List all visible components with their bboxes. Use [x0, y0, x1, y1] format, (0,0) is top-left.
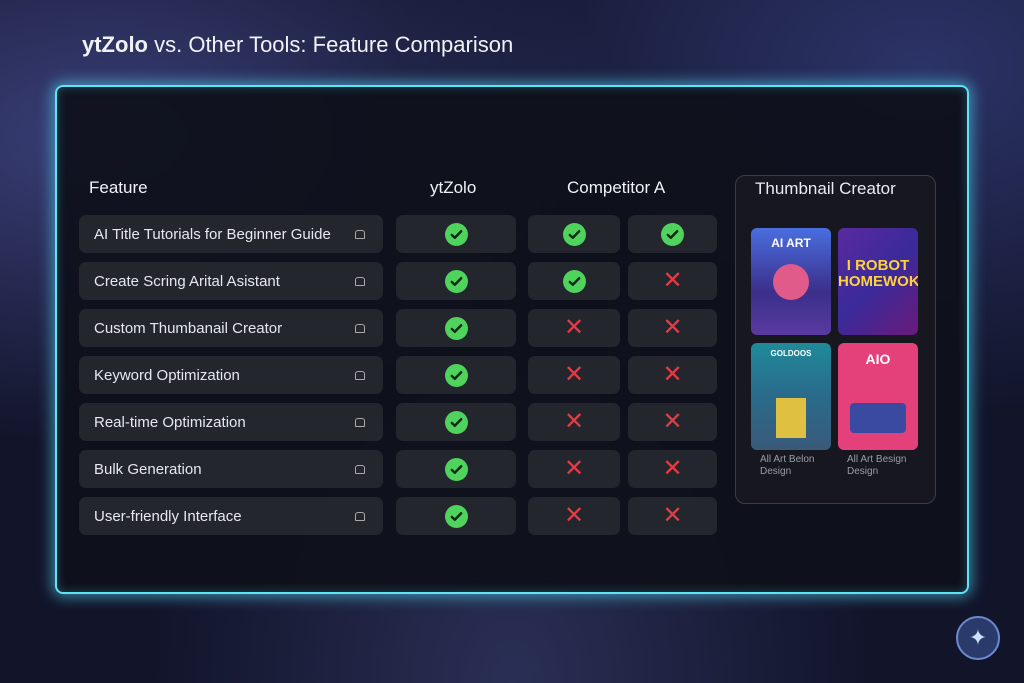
cross-icon: ✕: [563, 408, 585, 435]
check-icon: [444, 222, 468, 246]
check-icon: [444, 410, 468, 434]
info-icon: [355, 229, 365, 239]
check-icon: [444, 363, 468, 387]
check-icon: [444, 316, 468, 340]
feature-label: Bulk Generation: [94, 460, 202, 478]
info-icon: [355, 323, 365, 333]
thumbnail-ai-art[interactable]: AI ART: [751, 228, 831, 335]
competitor-a-cell: ✕: [528, 497, 620, 535]
ytzolo-cell: [396, 215, 516, 253]
feature-row: AI Title Tutorials for Beginner Guide: [79, 215, 383, 253]
thumbnail-robot-homework[interactable]: I ROBOT HOMEWOK?!: [838, 228, 918, 335]
info-icon: [355, 417, 365, 427]
competitor-a-cell: ✕: [528, 309, 620, 347]
info-icon: [355, 511, 365, 521]
feature-row: Create Scring Arital Asistant: [79, 262, 383, 300]
info-icon: [355, 464, 365, 474]
cross-icon: ✕: [563, 361, 585, 388]
info-icon: [355, 370, 365, 380]
check-icon: [444, 457, 468, 481]
ytzolo-cell: [396, 262, 516, 300]
ytzolo-cell: [396, 309, 516, 347]
feature-label: User-friendly Interface: [94, 507, 242, 525]
competitor-a-cell: ✕: [528, 450, 620, 488]
feature-label: Keyword Optimization: [94, 366, 240, 384]
feature-row: User-friendly Interface: [79, 497, 383, 535]
competitor-a-cell: ✕: [528, 356, 620, 394]
competitor-b-cell: ✕: [628, 356, 717, 394]
cross-icon: ✕: [662, 408, 683, 435]
competitor-b-cell: ✕: [628, 309, 717, 347]
cross-icon: ✕: [563, 314, 585, 341]
check-icon: [444, 504, 468, 528]
check-icon: [444, 269, 468, 293]
feature-label: Real-time Optimization: [94, 413, 246, 431]
header-ytzolo: ytZolo: [430, 178, 477, 197]
ytzolo-cell: [396, 497, 516, 535]
feature-row: Custom Thumbanail Creator: [79, 309, 383, 347]
competitor-b-cell: [628, 215, 717, 253]
cross-icon: ✕: [662, 314, 683, 341]
cross-icon: ✕: [563, 455, 585, 482]
info-icon: [355, 276, 365, 286]
cross-icon: ✕: [563, 502, 585, 529]
cross-icon: ✕: [662, 361, 683, 388]
feature-row: Bulk Generation: [79, 450, 383, 488]
competitor-a-cell: [528, 262, 620, 300]
page-title: ytZolo vs. Other Tools: Feature Comparis…: [82, 32, 514, 57]
feature-row: Real-time Optimization: [79, 403, 383, 441]
logo-star-icon: ✦: [956, 616, 1000, 660]
cross-icon: ✕: [662, 267, 683, 294]
competitor-a-cell: ✕: [528, 403, 620, 441]
ytzolo-cell: [396, 450, 516, 488]
header-feature: Feature: [89, 178, 148, 197]
thumbnail-creator-title: Thumbnail Creator: [755, 179, 896, 198]
feature-label: AI Title Tutorials for Beginner Guide: [94, 225, 331, 243]
check-icon: [562, 269, 586, 293]
header-competitor-a: Competitor A: [567, 178, 666, 197]
competitor-b-cell: ✕: [628, 262, 717, 300]
feature-label: Create Scring Arital Asistant: [94, 272, 280, 290]
thumbnail-caption: All Art Besign Design: [847, 454, 907, 477]
ytzolo-cell: [396, 356, 516, 394]
thumbnail-caption: All Art Belon Design: [760, 454, 815, 477]
feature-row: Keyword Optimization: [79, 356, 383, 394]
cross-icon: ✕: [662, 502, 683, 529]
competitor-a-cell: [528, 215, 620, 253]
ytzolo-cell: [396, 403, 516, 441]
thumbnail-aio[interactable]: AIO: [838, 343, 918, 450]
feature-label: Custom Thumbanail Creator: [94, 319, 283, 337]
thumbnail-goldoos[interactable]: GOLDOOS: [751, 343, 831, 450]
cross-icon: ✕: [662, 455, 683, 482]
check-icon: [562, 222, 586, 246]
competitor-b-cell: ✕: [628, 450, 717, 488]
competitor-b-cell: ✕: [628, 403, 717, 441]
competitor-b-cell: ✕: [628, 497, 717, 535]
check-icon: [661, 222, 684, 246]
